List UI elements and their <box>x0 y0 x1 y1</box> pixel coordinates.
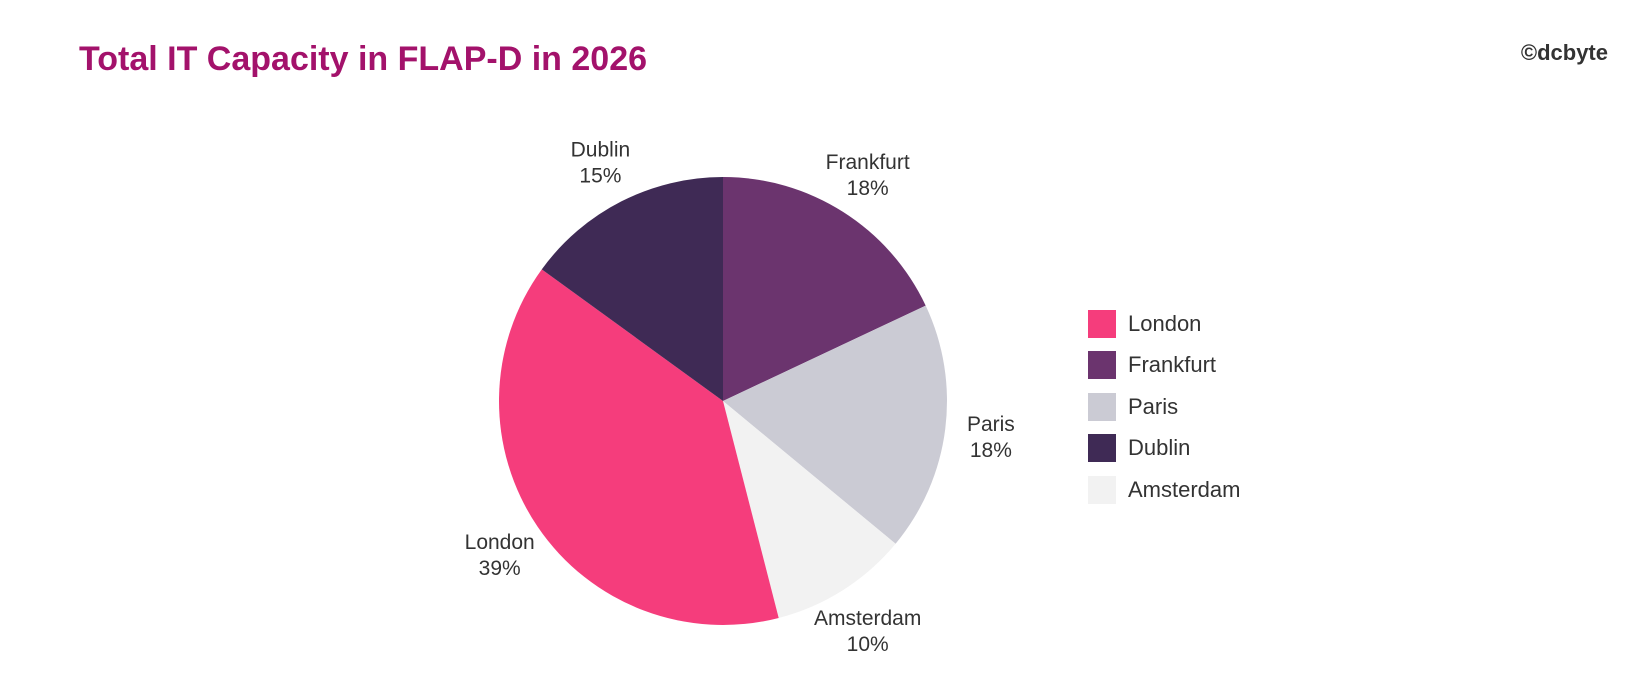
pie-slice-london <box>499 269 779 625</box>
slice-percent-dublin: 15% <box>579 164 621 187</box>
slice-percent-frankfurt: 18% <box>847 177 889 200</box>
legend-label: Amsterdam <box>1128 476 1241 502</box>
legend-item-london: London <box>1088 303 1240 345</box>
credit-text: ©dcbyte <box>1520 40 1608 65</box>
pie-slice-paris <box>723 305 947 544</box>
legend-item-dublin: Dublin <box>1088 428 1240 470</box>
chart-title: Total IT Capacity in FLAP-D in 2026 <box>79 40 648 78</box>
legend-label: London <box>1128 310 1202 336</box>
slice-percent-amsterdam: 10% <box>847 633 889 656</box>
legend-label: Dublin <box>1128 435 1191 461</box>
slice-percent-london: 39% <box>479 557 521 580</box>
pie-slice-dublin <box>541 177 723 401</box>
slice-label-paris: Paris <box>967 413 1015 436</box>
pie-slice-frankfurt <box>723 177 926 401</box>
pie-slice-amsterdam <box>723 401 896 618</box>
legend-label: Frankfurt <box>1128 352 1217 378</box>
slice-percent-paris: 18% <box>970 439 1012 462</box>
legend-swatch <box>1088 309 1116 338</box>
slice-label-frankfurt: Frankfurt <box>826 151 910 174</box>
legend-swatch <box>1088 434 1116 463</box>
slice-label-london: London <box>465 531 535 554</box>
legend-label: Paris <box>1128 393 1179 419</box>
legend-swatch <box>1088 351 1116 380</box>
legend-item-amsterdam: Amsterdam <box>1088 469 1240 511</box>
slice-label-amsterdam: Amsterdam <box>814 607 921 630</box>
slice-label-dublin: Dublin <box>571 138 631 161</box>
legend: London Frankfurt Paris Dublin Amsterdam <box>1088 303 1240 511</box>
legend-swatch <box>1088 475 1116 504</box>
legend-swatch <box>1088 392 1116 421</box>
legend-item-frankfurt: Frankfurt <box>1088 345 1240 387</box>
legend-item-paris: Paris <box>1088 386 1240 428</box>
